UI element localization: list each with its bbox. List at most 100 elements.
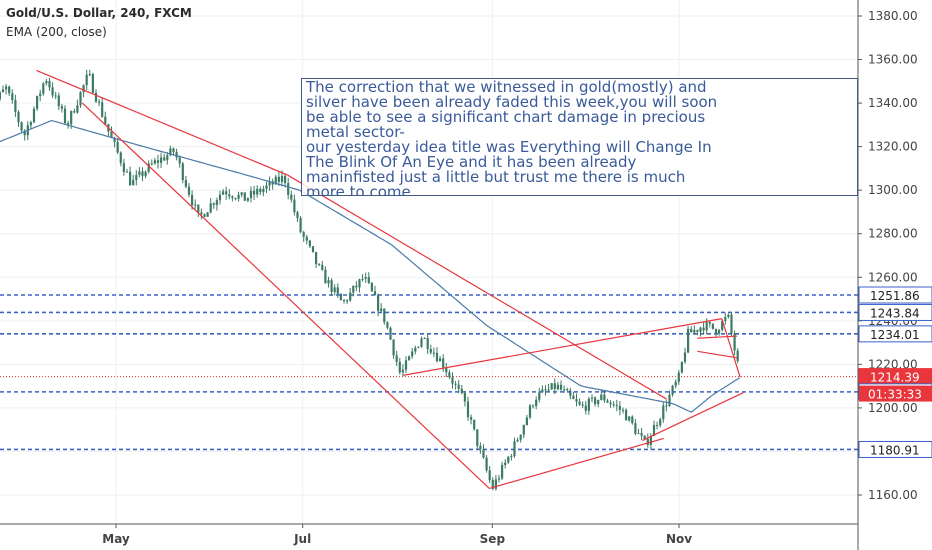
trendline — [287, 174, 668, 400]
candle-body — [603, 394, 606, 401]
candle-body — [35, 95, 39, 109]
candle-body — [0, 92, 1, 100]
candle-body — [333, 287, 336, 293]
x-tick-label: Jul — [293, 532, 311, 546]
candle-body — [618, 405, 621, 410]
candle-body — [175, 151, 178, 158]
candle-body — [277, 176, 280, 182]
candle-body — [20, 122, 23, 131]
candle-body — [215, 200, 218, 205]
candle-body — [259, 188, 262, 193]
candle-body — [525, 417, 528, 426]
candle-body — [531, 405, 535, 407]
candle-body — [135, 174, 138, 180]
candle-body — [702, 327, 705, 331]
candle-body — [671, 385, 674, 395]
candle-body — [383, 308, 386, 323]
candle-body — [125, 171, 129, 173]
candle-body — [659, 419, 662, 426]
countdown-badge — [859, 385, 932, 402]
candle-body — [624, 409, 628, 421]
candle-body — [445, 367, 448, 373]
candle-body — [621, 409, 625, 411]
level-label: 1243.84 — [870, 306, 920, 320]
candle-body — [88, 74, 91, 76]
candle-body — [411, 351, 414, 357]
x-tick-label: Sep — [480, 532, 506, 546]
candle-body — [538, 392, 541, 400]
y-tick-label: 1360.00 — [868, 53, 918, 67]
candle-body — [662, 405, 665, 420]
candle-body — [246, 198, 249, 201]
candle-body — [556, 384, 559, 390]
candle-body — [172, 148, 175, 152]
candle-body — [690, 328, 693, 333]
candle-body — [51, 87, 54, 96]
candle-body — [45, 81, 48, 84]
candle-body — [448, 372, 451, 378]
candle-body — [541, 389, 544, 393]
price-axis[interactable]: 1380.00 1360.00 1340.00 1320.00 1300.00 1280.… — [857, 0, 932, 550]
candle-body — [513, 441, 516, 456]
candle-body — [243, 192, 246, 201]
candle-body — [460, 388, 463, 393]
trendline — [721, 318, 741, 378]
candle-body — [153, 160, 156, 164]
candle-body — [544, 389, 547, 391]
candle-body — [578, 401, 581, 405]
candle-body — [420, 338, 423, 347]
candle-body — [212, 203, 215, 205]
candle-body — [187, 186, 191, 195]
candle-body — [479, 445, 482, 449]
text-annotation[interactable]: The correction that we witnessed in gold… — [301, 78, 858, 196]
candle-body — [466, 401, 470, 418]
candle-body — [482, 448, 485, 458]
candle-body — [491, 479, 494, 489]
candle-body — [631, 416, 634, 424]
trendline — [81, 102, 490, 489]
candle-body — [218, 194, 222, 201]
candle-body — [407, 356, 411, 361]
candle-body — [587, 398, 590, 411]
candle-body — [42, 83, 45, 94]
level-badge — [858, 440, 932, 458]
candle-body — [228, 194, 231, 197]
candle-body — [451, 377, 454, 384]
candle-body — [274, 176, 277, 185]
candle-body — [70, 111, 73, 125]
candle-body — [190, 194, 194, 206]
candle-body — [119, 152, 122, 164]
horizontal-levels — [0, 294, 858, 451]
candle-body — [299, 218, 302, 233]
candle-body — [296, 212, 299, 219]
candle-body — [615, 404, 618, 406]
level-label: 1234.01 — [870, 328, 920, 342]
candle-body — [569, 390, 572, 396]
candle-body — [711, 323, 714, 329]
candle-body — [345, 300, 349, 302]
candle-body — [547, 389, 550, 391]
candle-body — [438, 358, 442, 362]
y-tick-label: 1340.00 — [868, 96, 918, 110]
time-axis[interactable]: May Jul Sep Nov — [0, 523, 858, 546]
ema-200-line — [0, 119, 740, 413]
candle-body — [370, 282, 373, 292]
candle-body — [522, 425, 525, 435]
candle-body — [476, 429, 479, 446]
countdown-label: 01:33:33 — [868, 388, 922, 402]
candlesticks — [0, 69, 739, 491]
candle-body — [389, 327, 392, 340]
candle-body — [386, 322, 389, 328]
candle-body — [101, 102, 104, 117]
candle-body — [404, 360, 408, 370]
candle-body — [252, 190, 256, 195]
candle-body — [225, 191, 228, 195]
candle-body — [528, 405, 532, 418]
candle-body — [144, 171, 147, 177]
y-tick-label: 1320.00 — [868, 140, 918, 154]
candle-body — [693, 329, 696, 333]
level-badge — [858, 303, 932, 321]
candle-body — [507, 456, 510, 463]
candle-body — [128, 171, 132, 186]
